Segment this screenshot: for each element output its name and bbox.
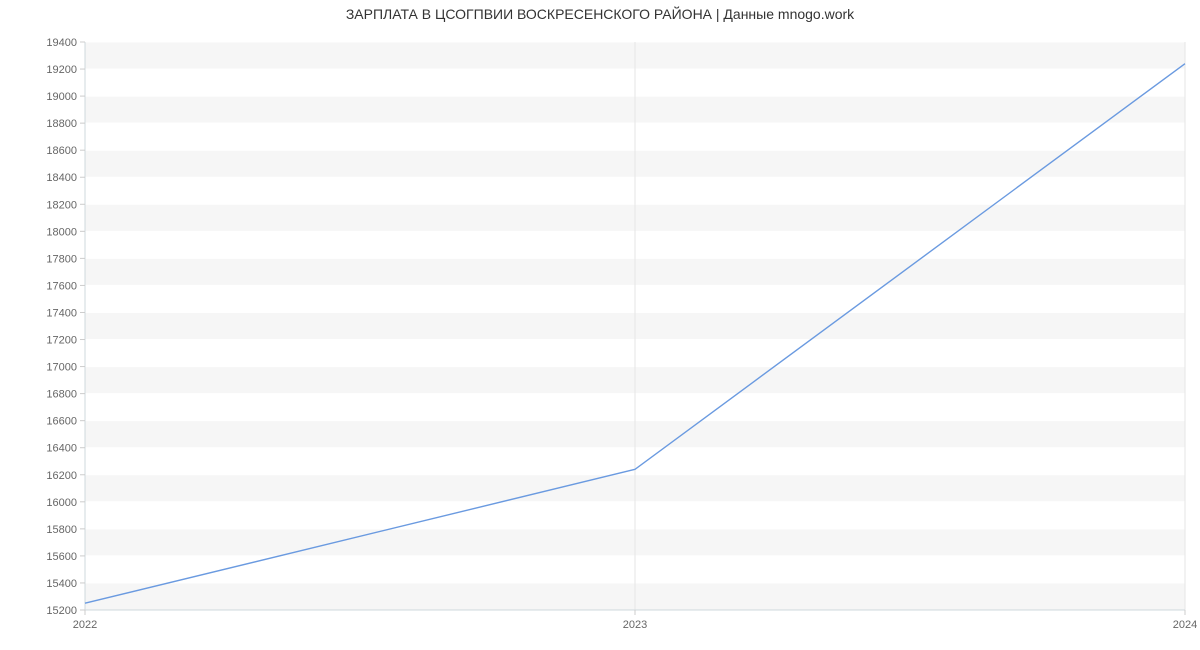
y-tick-label: 18600 (46, 145, 77, 157)
y-tick-label: 19400 (46, 37, 77, 49)
y-tick-label: 17200 (46, 335, 77, 347)
y-tick-label: 17000 (46, 362, 77, 374)
y-tick-label: 19200 (46, 64, 77, 76)
x-tick-label: 2024 (1173, 619, 1197, 631)
y-tick-label: 15200 (46, 605, 77, 617)
y-tick-label: 19000 (46, 91, 77, 103)
y-tick-label: 17600 (46, 280, 77, 292)
x-tick-label: 2022 (73, 619, 97, 631)
y-tick-label: 16800 (46, 389, 77, 401)
y-tick-label: 16200 (46, 470, 77, 482)
y-tick-label: 17800 (46, 253, 77, 265)
y-tick-label: 18400 (46, 172, 77, 184)
y-tick-label: 18800 (46, 118, 77, 130)
x-tick-label: 2023 (623, 619, 647, 631)
y-tick-label: 15800 (46, 524, 77, 536)
y-tick-label: 18200 (46, 199, 77, 211)
y-tick-label: 16400 (46, 443, 77, 455)
y-tick-label: 15600 (46, 551, 77, 563)
y-tick-label: 17400 (46, 307, 77, 319)
y-tick-label: 18000 (46, 226, 77, 238)
salary-line-chart: ЗАРПЛАТА В ЦСОГПВИИ ВОСКРЕСЕНСКОГО РАЙОН… (0, 0, 1200, 650)
y-tick-label: 15400 (46, 578, 77, 590)
chart-svg: 15200 15400 15600 15800 16000 16200 16400 16600… (0, 0, 1200, 650)
y-tick-label: 16000 (46, 497, 77, 509)
y-tick-label: 16600 (46, 416, 77, 428)
